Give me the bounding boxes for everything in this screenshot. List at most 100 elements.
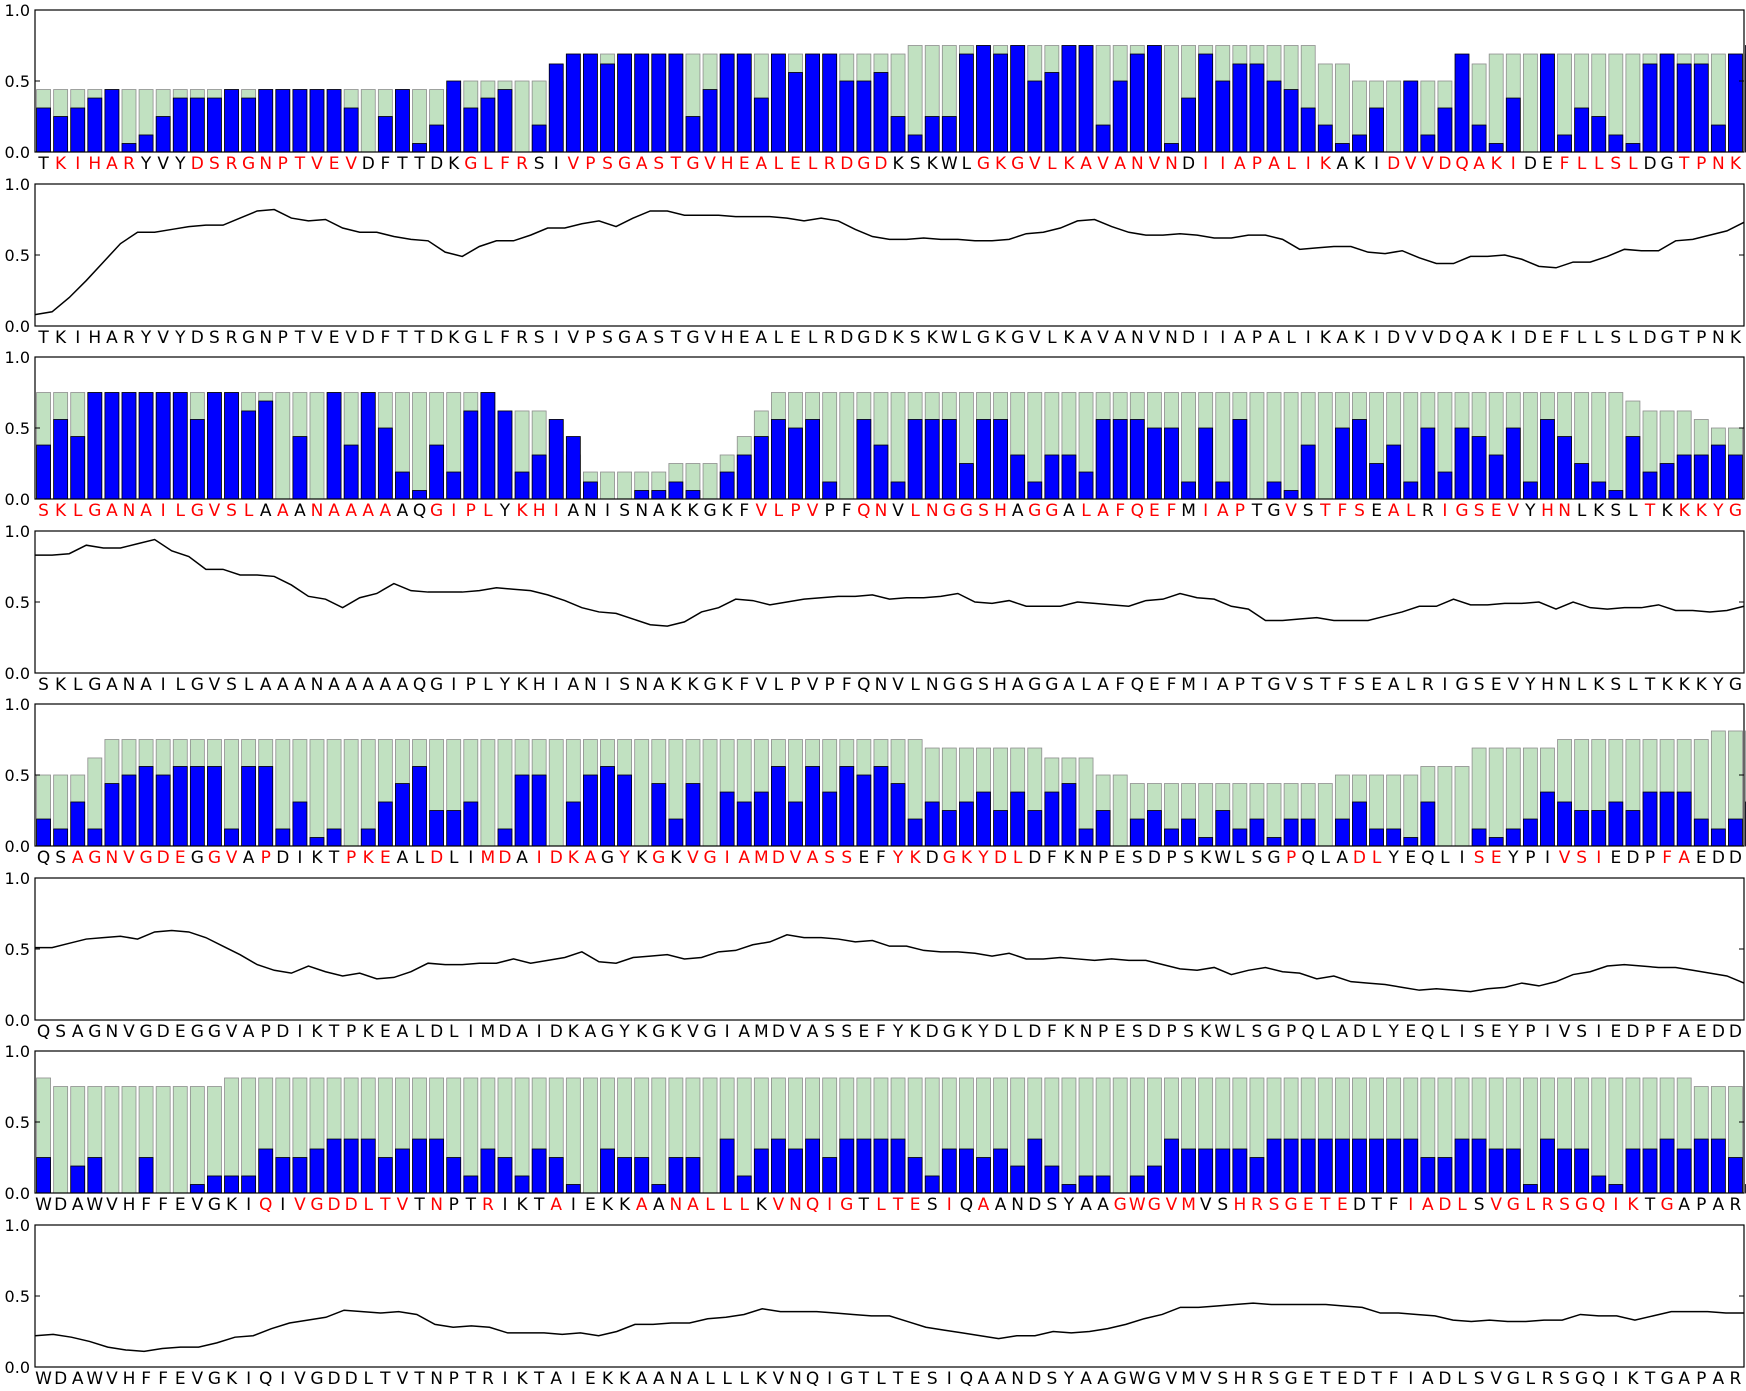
residue-label: G <box>1114 1369 1127 1389</box>
residue-label: A <box>568 501 580 521</box>
residue-label: K <box>1063 1022 1075 1042</box>
panel-3: 0.00.51.0S K L G A N A I L G V S L A A A N A A A A A Q G I P L Y K H I… <box>5 348 1745 521</box>
foreground-bar <box>1403 481 1419 500</box>
residue-label: D <box>772 1022 785 1042</box>
residue-label: A <box>653 1195 665 1215</box>
background-bar <box>1522 53 1538 153</box>
residue-label: K <box>1662 501 1674 521</box>
panel-7: 0.00.51.0W D A W V H F F E V G K I Q I V G D D L T V T N P T R I K T A… <box>5 1042 1746 1215</box>
residue-label: A <box>1337 328 1349 348</box>
foreground-bar <box>1659 791 1675 847</box>
foreground-bar <box>1198 1148 1214 1194</box>
residue-label: I <box>1203 328 1208 348</box>
residue-label: K <box>602 1195 614 1215</box>
foreground-bar <box>514 774 530 847</box>
foreground-bar <box>924 419 940 500</box>
residue-label: N <box>311 675 324 695</box>
foreground-bar <box>1198 427 1214 500</box>
background-bar <box>1317 392 1333 500</box>
residue-label: P <box>449 1369 459 1389</box>
residue-label: G <box>88 675 101 695</box>
residue-label: K <box>516 1195 528 1215</box>
residue-label: G <box>1148 1195 1161 1215</box>
residue-label: S <box>1132 848 1143 868</box>
residue-label: D <box>1438 328 1451 348</box>
residue-label: A <box>1337 154 1349 174</box>
residue-label: A <box>568 675 580 695</box>
foreground-bar <box>941 419 957 500</box>
foreground-bar <box>1574 1148 1590 1194</box>
foreground-bar <box>138 392 154 500</box>
foreground-bar <box>377 427 393 500</box>
foreground-bar <box>822 1157 838 1194</box>
residue-label: V <box>790 848 802 868</box>
residue-label: A <box>1080 1369 1092 1389</box>
foreground-bar <box>959 53 974 153</box>
residue-label: P <box>1696 1369 1706 1389</box>
foreground-bar <box>890 783 906 847</box>
residue-label: F <box>876 1022 886 1042</box>
residue-label: T <box>1644 1369 1656 1389</box>
residue-label: L <box>808 328 818 348</box>
residue-label: V <box>106 1195 118 1215</box>
residue-label: A <box>72 1369 84 1389</box>
residue-label: V <box>1285 501 1297 521</box>
residue-label: D <box>772 848 785 868</box>
residue-label: V <box>123 848 135 868</box>
residue-label: I <box>571 1369 576 1389</box>
residue-label: E <box>1149 501 1160 521</box>
residue-label: L <box>722 1369 732 1389</box>
residue-label: R <box>824 328 836 348</box>
residue-label: S <box>209 154 220 174</box>
residue-label: S <box>209 328 220 348</box>
residue-label: D <box>1028 1195 1041 1215</box>
residue-label: S <box>1576 1022 1587 1042</box>
residue-label: V <box>892 501 904 521</box>
foreground-bar <box>702 89 718 153</box>
residue-label: E <box>858 1022 869 1042</box>
residue-label: W <box>941 328 958 348</box>
foreground-bar <box>685 1157 701 1194</box>
residue-label: D <box>1028 1022 1041 1042</box>
residue-label: L <box>1321 1022 1331 1042</box>
foreground-bar <box>138 766 154 847</box>
foreground-bar <box>1437 1157 1453 1194</box>
residue-label: L <box>1440 848 1450 868</box>
residue-label: K <box>1063 848 1075 868</box>
residue-label: L <box>364 1369 374 1389</box>
residue-label: K <box>670 848 682 868</box>
residue-label: A <box>1114 154 1126 174</box>
residue-label: I <box>1306 154 1311 174</box>
foreground-bar <box>241 410 257 500</box>
residue-label: A <box>397 675 409 695</box>
foreground-bar <box>788 72 803 153</box>
residue-label: V <box>1405 328 1417 348</box>
foreground-bar <box>1095 1175 1111 1194</box>
residue-label: G <box>652 848 665 868</box>
background-bar <box>1061 1077 1077 1194</box>
residue-label: A <box>1097 1369 1109 1389</box>
residue-label: L <box>1628 328 1638 348</box>
residue-label: D <box>1438 154 1451 174</box>
residue-label: R <box>226 328 238 348</box>
foreground-bar <box>121 143 137 153</box>
foreground-bar <box>172 97 188 153</box>
foreground-bar <box>1129 818 1145 847</box>
foreground-bar <box>1146 810 1162 847</box>
residue-label: F <box>1662 1022 1672 1042</box>
foreground-bar <box>429 810 445 847</box>
residue-label: E <box>1542 328 1553 348</box>
residue-label: V <box>192 1369 204 1389</box>
foreground-bar <box>976 1157 991 1194</box>
residue-label: D <box>1712 848 1725 868</box>
foreground-bar <box>104 89 120 153</box>
residue-label: E <box>739 154 750 174</box>
residue-label: F <box>739 501 749 521</box>
foreground-bar <box>873 1138 889 1194</box>
residue-label: Y <box>499 675 511 695</box>
residue-label: A <box>106 328 118 348</box>
residue-label: N <box>123 675 136 695</box>
residue-label: T <box>465 1195 477 1215</box>
foreground-bar <box>395 1148 410 1194</box>
foreground-bar <box>1300 1138 1316 1194</box>
